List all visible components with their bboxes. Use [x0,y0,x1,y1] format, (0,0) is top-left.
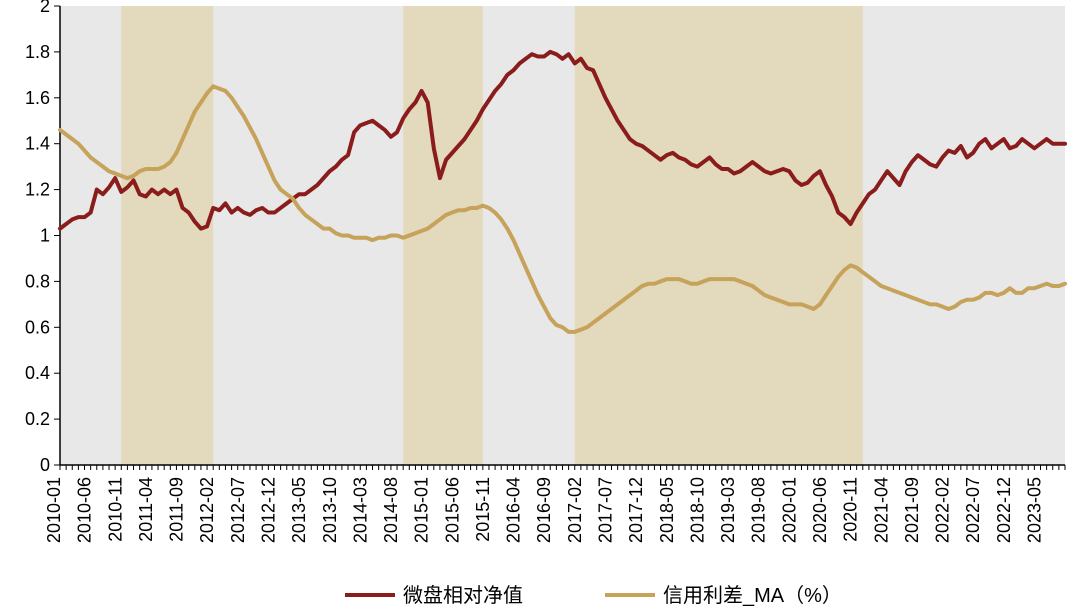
xtick-label: 2010-06 [75,477,95,543]
xtick-label: 2022-02 [933,477,953,543]
xtick-label: 2010-01 [44,477,64,543]
shaded-band-2 [575,6,863,465]
xtick-label: 2017-07 [596,477,616,543]
xtick-label: 2010-11 [105,477,125,542]
ytick-label: 0.4 [25,363,50,383]
ytick-label: 0.6 [25,317,50,337]
xtick-label: 2017-12 [626,477,646,543]
xtick-label: 2014-08 [381,477,401,543]
xtick-label: 2020-01 [779,477,799,543]
xtick-label: 2022-12 [994,477,1014,543]
xtick-label: 2012-02 [197,477,217,543]
chart-container: 0 0.2 0.4 0.6 0.8 1 1.2 1.4 1.6 1.8 2 2010-01 2010-0… [0,0,1080,616]
ytick-label: 1.2 [25,180,50,200]
shaded-band-0 [121,6,213,465]
xtick-label: 2023-05 [1024,477,1044,543]
ytick-label: 1.6 [25,88,50,108]
ytick-label: 2 [40,0,50,16]
xtick-label: 2021-09 [902,477,922,543]
legend-label-spread: 信用利差_MA（%） [663,584,842,607]
ytick-label: 1.8 [25,42,50,62]
xtick-label: 2012-12 [258,477,278,543]
xtick-label: 2021-04 [871,477,891,543]
xtick-label: 2020-11 [841,477,861,542]
ytick-label: 0.2 [25,409,50,429]
xtick-label: 2015-06 [442,477,462,543]
xtick-label: 2022-07 [963,477,983,543]
xtick-label: 2012-07 [228,477,248,543]
xtick-label: 2015-01 [412,477,432,543]
xtick-label: 2019-08 [749,477,769,543]
xtick-label: 2017-02 [565,477,585,543]
xtick-label: 2016-04 [504,477,524,543]
xtick-label: 2011-09 [167,477,187,542]
legend-label-nav: 微盘相对净值 [403,584,523,607]
xtick-label: 2011-04 [136,477,156,542]
xtick-label: 2014-03 [350,477,370,543]
xtick-label: 2020-06 [810,477,830,543]
ytick-label: 1.4 [25,134,50,154]
ytick-label: 1 [40,226,50,246]
ytick-label: 0.8 [25,271,50,291]
xtick-label: 2018-05 [657,477,677,543]
xtick-label: 2016-09 [534,477,554,543]
xtick-label: 2019-03 [718,477,738,543]
ytick-label: 0 [40,455,50,475]
xtick-label: 2013-05 [289,477,309,543]
xtick-label: 2018-10 [687,477,707,543]
line-chart: 0 0.2 0.4 0.6 0.8 1 1.2 1.4 1.6 1.8 2 2010-01 2010-0… [0,0,1080,616]
xtick-label: 2015-11 [473,477,493,542]
shaded-band-1 [403,6,483,465]
xtick-label: 2013-10 [320,477,340,543]
